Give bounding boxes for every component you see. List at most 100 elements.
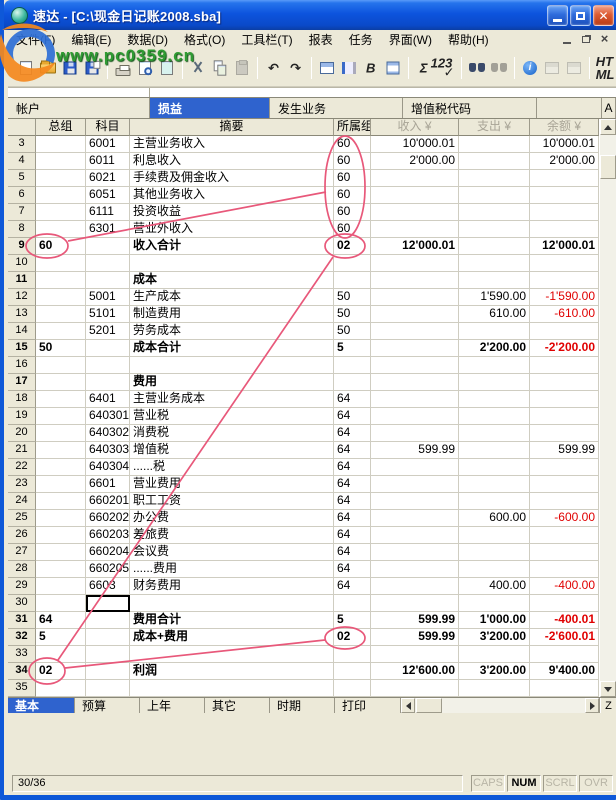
row-number[interactable]: 9 [8,238,36,255]
bold-button[interactable]: B [360,56,382,80]
cell-zong[interactable] [36,510,86,527]
menu-item-format[interactable]: 格式(O) [184,33,226,47]
mdi-minimize-button[interactable] [559,32,574,46]
cell-kemu[interactable]: 6021 [86,170,130,187]
cell-zhaiyao[interactable]: 利息收入 [130,153,334,170]
cell-kemu[interactable]: 6301 [86,221,130,238]
cell-income[interactable]: 2'000.00 [371,153,459,170]
cell-zhaiyao[interactable]: 差旅费 [130,527,334,544]
cell-zong[interactable]: 60 [36,238,86,255]
cell-zong[interactable] [36,459,86,476]
mdi-restore-button[interactable] [578,32,593,46]
cell-expense[interactable] [459,476,530,493]
cell-zhaiyao[interactable] [130,595,334,612]
cell-kemu[interactable] [86,663,130,680]
print-preview-button[interactable] [134,56,156,80]
cell-income[interactable] [371,374,459,391]
tab-accounts[interactable]: 帐户 [8,98,150,118]
row-number[interactable]: 21 [8,442,36,459]
row-number[interactable]: 33 [8,646,36,663]
cell-zhaiyao[interactable]: 生产成本 [130,289,334,306]
cell-zong[interactable] [36,544,86,561]
cell-zhaiyao[interactable]: 劳务成本 [130,323,334,340]
cell-kemu[interactable]: 6051 [86,187,130,204]
cell-zong[interactable] [36,680,86,697]
cell-income[interactable] [371,544,459,561]
cell-balance[interactable] [530,323,599,340]
cell-expense[interactable] [459,527,530,544]
cell-kemu[interactable] [86,272,130,289]
row-number[interactable]: 6 [8,187,36,204]
grid-corner-cell[interactable] [8,119,36,136]
cell-balance[interactable]: -400.00 [530,578,599,595]
horizontal-scroll-thumb[interactable] [416,698,442,713]
minimize-button[interactable] [547,5,568,26]
vertical-scrollbar[interactable] [600,119,616,697]
cell-group[interactable]: 64 [334,493,371,510]
tab-transactions[interactable]: 发生业务 [270,98,403,118]
row-number[interactable]: 17 [8,374,36,391]
scroll-down-button[interactable] [600,681,616,697]
cell-expense[interactable] [459,255,530,272]
cell-income[interactable] [371,578,459,595]
cell-group[interactable]: 64 [334,544,371,561]
cell-group[interactable] [334,272,371,289]
adjust-column-button[interactable] [338,56,360,80]
menu-item-tasks[interactable]: 任务 [348,33,373,47]
horizontal-scrollbar[interactable] [401,698,600,713]
cell-zong[interactable] [36,527,86,544]
cell-income[interactable] [371,289,459,306]
cell-expense[interactable]: 400.00 [459,578,530,595]
row-number[interactable]: 23 [8,476,36,493]
cell-kemu[interactable] [86,612,130,629]
cell-kemu[interactable]: 6001 [86,136,130,153]
cell-zong[interactable] [36,170,86,187]
cell-kemu[interactable]: 660204 [86,544,130,561]
cell-income[interactable]: 599.99 [371,612,459,629]
tab-last-year[interactable]: 上年 [140,698,205,713]
cell-kemu[interactable]: 6401 [86,391,130,408]
cell-zhaiyao[interactable] [130,680,334,697]
cell-zong[interactable] [36,136,86,153]
cell-expense[interactable] [459,204,530,221]
cell-expense[interactable] [459,357,530,374]
cell-expense[interactable]: 1'000.00 [459,612,530,629]
cell-group[interactable] [334,680,371,697]
cell-balance[interactable]: 10'000.01 [530,136,599,153]
cell-kemu[interactable]: 6011 [86,153,130,170]
row-number[interactable]: 24 [8,493,36,510]
cell-kemu[interactable] [86,595,130,612]
cell-balance[interactable] [530,646,599,663]
cell-group[interactable] [334,646,371,663]
row-number[interactable]: 7 [8,204,36,221]
cell-expense[interactable] [459,459,530,476]
cell-kemu[interactable] [86,374,130,391]
cell-kemu[interactable] [86,238,130,255]
row-number[interactable]: 27 [8,544,36,561]
cell-zhaiyao[interactable]: 营业费用 [130,476,334,493]
cell-zong[interactable] [36,187,86,204]
cell-income[interactable] [371,459,459,476]
tab-corner-button[interactable]: Z [600,698,616,713]
row-number[interactable]: 32 [8,629,36,646]
cell-group[interactable]: 02 [334,238,371,255]
cell-balance[interactable]: 599.99 [530,442,599,459]
cell-balance[interactable]: -1'590.00 [530,289,599,306]
cell-expense[interactable] [459,544,530,561]
cell-income[interactable]: 12'600.00 [371,663,459,680]
cell-format-button[interactable] [382,56,404,80]
row-number[interactable]: 13 [8,306,36,323]
cell-expense[interactable] [459,272,530,289]
column-header-zhaiyao[interactable]: 摘要 [130,119,334,136]
cell-expense[interactable]: 2'200.00 [459,340,530,357]
insert-row-button[interactable] [316,56,338,80]
row-number[interactable]: 34 [8,663,36,680]
cell-zong[interactable] [36,561,86,578]
cell-income[interactable] [371,357,459,374]
cell-group[interactable]: 64 [334,442,371,459]
cell-income[interactable] [371,408,459,425]
cell-group[interactable]: 64 [334,561,371,578]
cell-zong[interactable] [36,153,86,170]
cell-zhaiyao[interactable]: 费用合计 [130,612,334,629]
cell-group[interactable]: 64 [334,510,371,527]
